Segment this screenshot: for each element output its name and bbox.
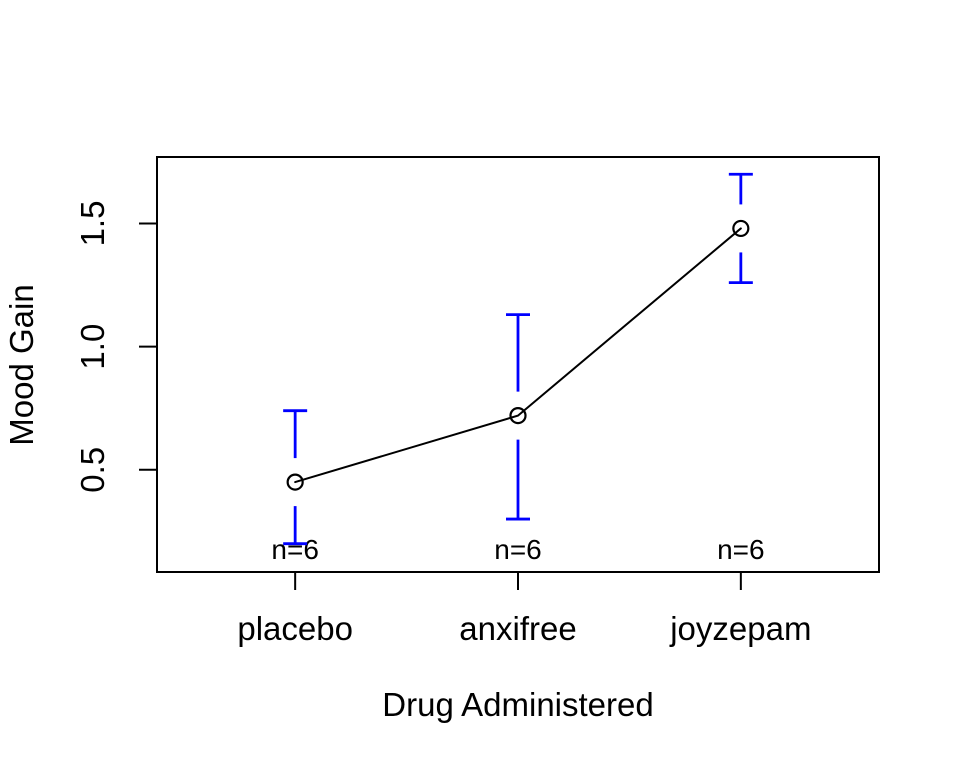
mean-line [294, 227, 742, 484]
x-axis-tick-label: anxifree [459, 610, 576, 647]
error-bar-placebo [283, 409, 308, 546]
y-axis-tick-label: 0.5 [74, 447, 111, 493]
y-axis-tick-label: 1.0 [74, 324, 111, 370]
x-axis-tick-label: placebo [237, 610, 353, 647]
sample-size-label: n=6 [717, 534, 765, 565]
data-point-placebo [286, 473, 304, 491]
x-axis-title: Drug Administered [382, 686, 653, 723]
data-point-joyzepam [732, 219, 750, 238]
sample-size-label: n=6 [494, 534, 542, 565]
y-axis-title: Mood Gain [3, 284, 40, 445]
error-bar-joyzepam [728, 172, 753, 285]
x-axis-tick-label: joyzepam [669, 610, 811, 647]
error-bar-anxifree [506, 313, 530, 521]
y-axis-tick-label: 1.5 [74, 201, 111, 247]
data-point-anxifree [509, 407, 527, 425]
